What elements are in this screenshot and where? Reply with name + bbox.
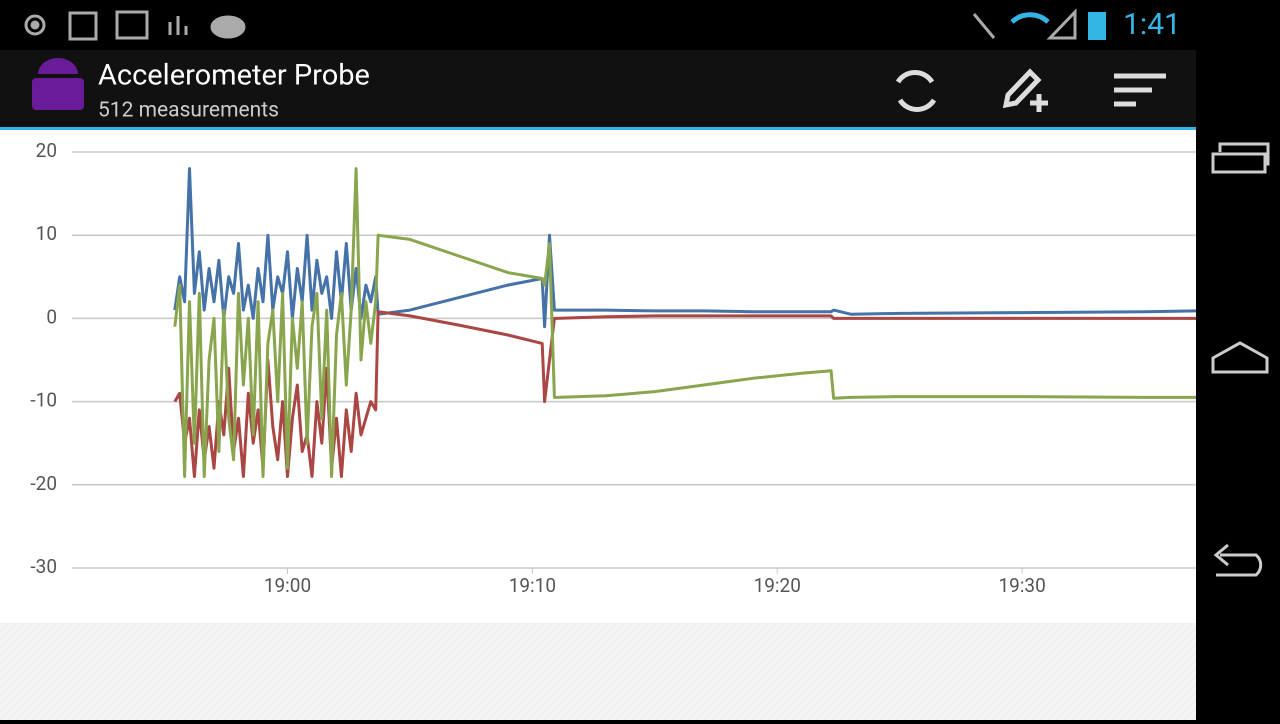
app-title: Accelerometer Probe	[98, 59, 370, 93]
action-icons[interactable]	[895, 68, 1166, 112]
plot-area	[173, 167, 1196, 478]
x-tick-label: 19:30	[998, 574, 1045, 597]
chart-panel	[0, 130, 1196, 623]
battery-icon	[1088, 12, 1106, 40]
y-tick-label: 20	[36, 139, 57, 162]
x-tick-label: 19:00	[264, 574, 311, 597]
nav-buttons[interactable]	[1211, 142, 1270, 577]
data-line	[173, 310, 1196, 478]
action-bar	[0, 50, 1196, 127]
data-line	[173, 167, 1196, 478]
app-subtitle: 512 measurements	[98, 99, 279, 123]
y-tick-label: 10	[36, 222, 57, 245]
clock: 1:41	[1123, 7, 1181, 42]
x-tick-label: 19:10	[509, 574, 556, 597]
data-line	[173, 167, 1196, 329]
status-icons	[24, 8, 1077, 41]
y-tick-label: -10	[30, 389, 57, 412]
y-tick-label: 0	[46, 305, 57, 328]
x-tick-label: 19:20	[754, 574, 801, 597]
app-icon[interactable]	[32, 58, 84, 110]
y-tick-label: -30	[30, 555, 57, 578]
chart: -30 -20 -10 0 10 20 19:00 19:10 19:20 19:30	[30, 139, 1196, 597]
background	[0, 623, 1196, 720]
y-tick-label: -20	[30, 472, 57, 495]
action-bar-divider	[0, 127, 1196, 130]
